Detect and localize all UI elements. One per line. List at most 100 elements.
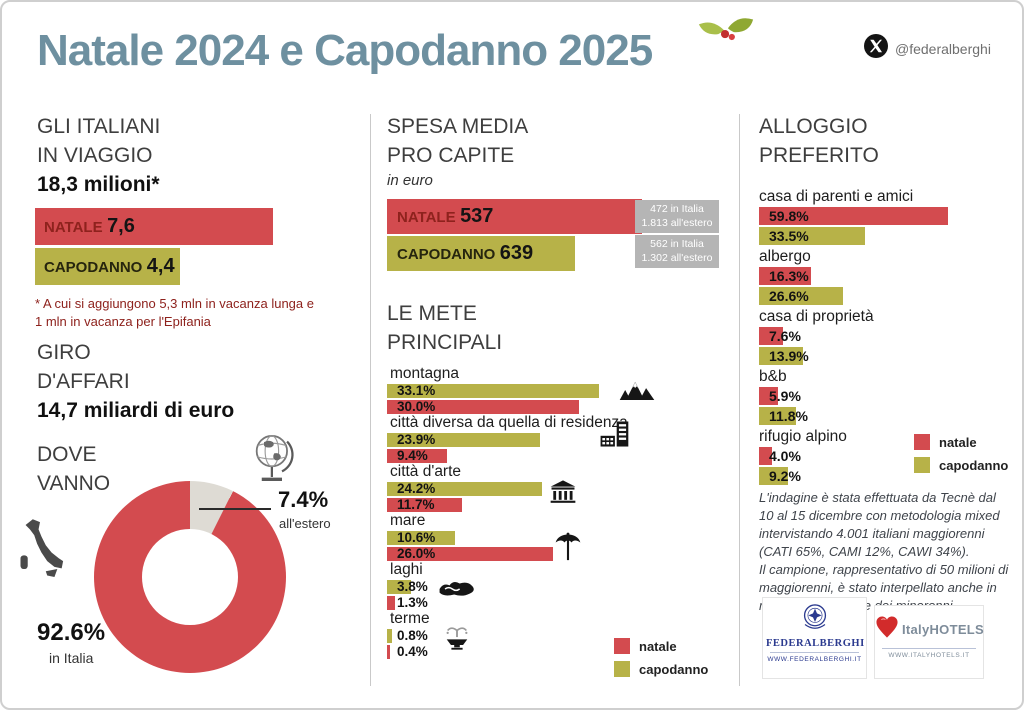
- capodanno-value: 33.1%: [397, 383, 436, 398]
- where-heading-line2: VANNO: [37, 472, 111, 495]
- spending-natale-note: 472 in Italia 1.813 all'estero: [635, 200, 719, 233]
- capodanno-bar: [387, 384, 599, 398]
- natale-bar: [759, 447, 772, 465]
- accommodation-label: rifugio alpino: [759, 428, 847, 445]
- federalberghi-emblem-icon: [800, 604, 830, 636]
- federalberghi-url[interactable]: WWW.FEDERALBERGHI.IT: [767, 656, 862, 663]
- destination-donut: [94, 481, 286, 673]
- natale-bar-label: NATALE: [397, 209, 456, 226]
- capodanno-bar: [387, 580, 412, 594]
- natale-bar: [387, 449, 448, 463]
- natale-value: 5.9%: [769, 388, 801, 404]
- legend-capodanno-label: capodanno: [939, 457, 1009, 473]
- section-accommodation: ALLOGGIO PREFERITO: [759, 112, 879, 170]
- natale-value: 1.3%: [397, 595, 428, 610]
- natale-value: 26.0%: [397, 546, 436, 561]
- natale-bar-label: NATALE: [44, 219, 103, 236]
- natale-value: 11.7%: [397, 497, 435, 512]
- globe-icon: [250, 432, 296, 491]
- legend-row-natale: natale: [614, 638, 708, 654]
- business-heading-line2: D'AFFARI: [37, 370, 130, 393]
- capodanno-bar: [387, 433, 540, 447]
- note-line: 1.302 all'estero: [641, 251, 713, 264]
- travelers-footnote: * A cui si aggiungono 5,3 mln in vacanza…: [35, 295, 345, 330]
- accommodation-row-albergo: albergo 16.3% 26.6%: [759, 248, 1009, 305]
- section-travelers: GLI ITALIANI IN VIAGGIO 18,3 milioni*: [37, 112, 160, 199]
- destination-label: città diversa da quella di residenza: [390, 414, 628, 431]
- note-line: 1.813 all'estero: [641, 216, 713, 229]
- travelers-natale-bar: NATALE 7,6: [35, 208, 273, 245]
- natale-bar: [759, 267, 811, 285]
- city-buildings-icon: [597, 419, 631, 454]
- methodology-note: L'indagine è stata effettuata da Tecnè d…: [759, 489, 1011, 615]
- fountain-icon: [443, 623, 471, 658]
- methodology-para1: L'indagine è stata effettuata da Tecnè d…: [759, 490, 1000, 559]
- destination-label: terme: [390, 610, 430, 627]
- legend-natale-label: natale: [639, 638, 677, 654]
- capodanno-value: 13.9%: [769, 348, 809, 364]
- accommodation-heading-line2: PREFERITO: [759, 144, 879, 167]
- spending-unit: in euro: [387, 172, 433, 189]
- natale-value: 7.6%: [769, 328, 801, 344]
- column-divider: [370, 114, 371, 686]
- natale-swatch: [614, 638, 630, 654]
- italyhotels-name: ItalyHOTELS: [901, 622, 985, 637]
- destination-label: mare: [390, 512, 426, 529]
- capodanno-swatch: [614, 661, 630, 677]
- accommodation-chart: casa di parenti e amici 59.8% 33.5% albe…: [759, 188, 1009, 488]
- capodanno-value: 0.8%: [397, 628, 428, 643]
- capodanno-value: 33.5%: [769, 228, 809, 244]
- accommodation-label: casa di proprietà: [759, 308, 874, 325]
- natale-bar: [387, 400, 579, 414]
- capodanno-bar: [387, 531, 455, 545]
- destination-row-terme: terme 0.8% 0.4%: [387, 611, 735, 659]
- capodanno-bar: [759, 347, 803, 365]
- travelers-heading-line1: GLI ITALIANI: [37, 115, 161, 138]
- accommodation-legend: natale capodanno: [914, 434, 1008, 480]
- natale-value: 0.4%: [397, 644, 428, 659]
- natale-bar-value: 537: [460, 205, 494, 227]
- section-where: DOVE VANNO: [37, 440, 110, 498]
- lake-icon: [435, 578, 477, 605]
- capodanno-value: 23.9%: [397, 432, 436, 447]
- capodanno-bar: [387, 482, 542, 496]
- italyhotels-logo[interactable]: ItalyHOTELS WWW.ITALYHOTELS.IT: [874, 605, 984, 679]
- destinations-chart: montagna 33.1% 30.0% città diversa da qu…: [387, 366, 735, 660]
- federalberghi-logo[interactable]: FEDERALBERGHI WWW.FEDERALBERGHI.IT: [762, 597, 867, 679]
- natale-bar: [759, 327, 783, 345]
- federalberghi-name: FEDERALBERGHI: [766, 638, 865, 649]
- destination-row-laghi: laghi 3.8% 1.3%: [387, 562, 735, 610]
- natale-value: 9.4%: [397, 448, 428, 463]
- footnote-line2: 1 mln in vacanza per l'Epifania: [35, 313, 211, 329]
- destination-label: laghi: [390, 561, 423, 578]
- natale-swatch: [914, 434, 930, 450]
- capodanno-value: 9.2%: [769, 468, 801, 484]
- mountains-icon: [617, 378, 657, 407]
- social-handle-text: @federalberghi: [895, 40, 991, 57]
- business-heading-line1: GIRO: [37, 341, 91, 364]
- donut-leader-line: [199, 508, 271, 510]
- capodanno-value: 3.8%: [397, 579, 428, 594]
- destination-row-citta-diversa: città diversa da quella di residenza 23.…: [387, 415, 735, 463]
- note-line: 472 in Italia: [650, 202, 704, 215]
- spending-capodanno-bar: CAPODANNO 639: [387, 236, 575, 271]
- legend-natale-label: natale: [939, 434, 977, 450]
- spending-heading-line2: PRO CAPITE: [387, 144, 515, 167]
- capodanno-value: 24.2%: [397, 481, 436, 496]
- capodanno-bar: [387, 629, 393, 643]
- destination-row-citta-arte: città d'arte 24.2% 11.7%: [387, 464, 735, 512]
- capodanno-bar: [759, 287, 844, 305]
- italyhotels-url[interactable]: WWW.ITALYHOTELS.IT: [888, 652, 970, 659]
- capodanno-bar-label: CAPODANNO: [397, 246, 496, 263]
- abroad-label: all'estero: [279, 516, 331, 531]
- domestic-label: in Italia: [49, 650, 94, 666]
- social-handle[interactable]: @federalberghi: [864, 34, 991, 63]
- natale-value: 16.3%: [769, 268, 809, 284]
- natale-bar: [387, 498, 462, 512]
- section-spending: SPESA MEDIA PRO CAPITE in euro: [387, 112, 528, 189]
- beach-umbrella-icon: [553, 529, 583, 568]
- section-destinations: LE METE PRINCIPALI: [387, 299, 502, 357]
- page-title: Natale 2024 e Capodanno 2025: [37, 26, 653, 75]
- accommodation-heading-line1: ALLOGGIO: [759, 115, 868, 138]
